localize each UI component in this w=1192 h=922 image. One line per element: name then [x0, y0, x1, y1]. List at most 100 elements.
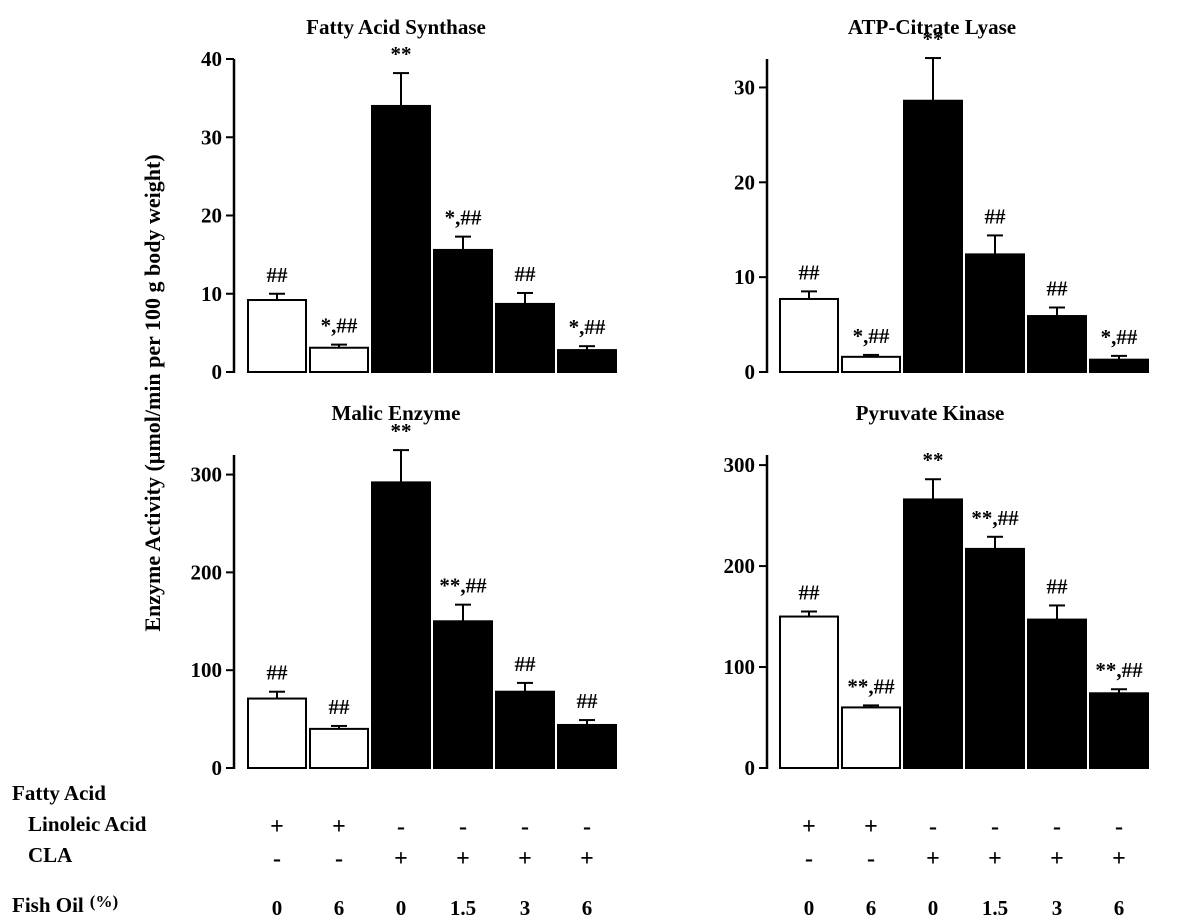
y-tick-label: 300: [724, 453, 756, 477]
bar: [841, 355, 901, 374]
cla-value: +: [1050, 846, 1064, 872]
bar: [247, 697, 307, 769]
bar: [557, 349, 617, 373]
significance-label: **: [391, 419, 412, 443]
bar: [433, 248, 493, 373]
chart-title: ATP-Citrate Lyase: [848, 15, 1016, 39]
linoleic-value: -: [1115, 814, 1123, 840]
bar: [779, 615, 839, 770]
treatment-table: Fatty Acid Linoleic Acid CLA Fish Oil (%)…: [12, 781, 1126, 920]
significance-label: *,##: [1101, 325, 1138, 349]
chart-panel-1: Fatty Acid Synthase 0 10 20 30 40 ## *,## ** *,##…: [201, 15, 617, 384]
linoleic-value: -: [1053, 814, 1061, 840]
significance-label: **,##: [847, 674, 895, 698]
chart-title: Pyruvate Kinase: [856, 401, 1005, 425]
cla-value: +: [988, 846, 1002, 872]
linoleic-row-label: Linoleic Acid: [28, 812, 147, 836]
fish-oil-value: 0: [928, 896, 939, 920]
cla-value: +: [926, 846, 940, 872]
y-tick-label: 200: [191, 560, 223, 584]
bar: [965, 253, 1025, 373]
fish-oil-value: 6: [866, 896, 877, 920]
y-tick-label: 300: [191, 463, 223, 487]
bar: [965, 547, 1025, 770]
significance-label: **: [391, 42, 412, 66]
fish-oil-value: 0: [272, 896, 283, 920]
chart-panel-4: Pyruvate Kinase 0 100 200 300 ## **,## ** **,## #…: [724, 401, 1149, 780]
y-tick-label: 30: [734, 75, 755, 99]
fish-oil-value: 3: [1052, 896, 1063, 920]
linoleic-value: -: [583, 814, 591, 840]
linoleic-value: +: [864, 814, 878, 840]
significance-label: ##: [515, 652, 537, 676]
fish-oil-value: 6: [334, 896, 345, 920]
fatty-acid-header: Fatty Acid: [12, 781, 106, 805]
y-tick-label: 0: [745, 360, 756, 384]
y-tick-label: 40: [201, 47, 222, 71]
y-tick-label: 20: [734, 170, 755, 194]
significance-label: ##: [799, 260, 821, 284]
linoleic-value: +: [332, 814, 346, 840]
linoleic-value: -: [929, 814, 937, 840]
fish-oil-value: 6: [1114, 896, 1125, 920]
bar: [1027, 315, 1087, 374]
bar: [1089, 358, 1149, 374]
chart-panel-3: Malic Enzyme 0 100 200 300 ## ## ** **,## ## ##: [191, 401, 617, 780]
bar: [309, 727, 369, 769]
significance-label: ##: [515, 262, 537, 286]
linoleic-value: -: [397, 814, 405, 840]
fish-oil-value: 1.5: [450, 896, 476, 920]
bar: [433, 620, 493, 769]
fish-oil-value: 6: [582, 896, 593, 920]
fish-oil-value: 3: [520, 896, 531, 920]
cla-value: -: [805, 846, 813, 872]
y-tick-label: 0: [212, 756, 223, 780]
significance-label: *,##: [321, 314, 358, 338]
cla-value: +: [518, 846, 532, 872]
cla-value: +: [394, 846, 408, 872]
bar: [903, 99, 963, 373]
y-tick-label: 200: [724, 554, 756, 578]
linoleic-value: +: [270, 814, 284, 840]
chart-panel-2: ATP-Citrate Lyase 0 10 20 30 ## *,## ** ## ## *,##: [734, 15, 1149, 384]
bar: [557, 723, 617, 770]
fish-oil-value: 0: [396, 896, 407, 920]
bar: [247, 299, 307, 374]
chart-title: Malic Enzyme: [332, 401, 461, 425]
significance-label: *,##: [445, 206, 482, 230]
cla-row-label: CLA: [28, 843, 73, 867]
fish-oil-row-label: Fish Oil (%): [12, 892, 118, 917]
significance-label: **: [923, 27, 944, 51]
significance-label: **: [923, 448, 944, 472]
significance-label: *,##: [569, 315, 606, 339]
significance-label: ##: [329, 695, 351, 719]
y-tick-label: 10: [734, 265, 755, 289]
cla-value: +: [1112, 846, 1126, 872]
significance-label: ##: [985, 204, 1007, 228]
y-tick-label: 10: [201, 282, 222, 306]
bar: [1089, 692, 1149, 769]
linoleic-value: -: [991, 814, 999, 840]
significance-label: ##: [1047, 277, 1069, 301]
significance-label: **,##: [971, 506, 1019, 530]
bar: [903, 498, 963, 769]
significance-label: ##: [799, 581, 821, 605]
y-tick-label: 0: [745, 756, 756, 780]
bar: [841, 706, 901, 770]
significance-label: ##: [267, 661, 289, 685]
table-values: + - 0 + - 6 - +0 - +1.5 - +3 - +6 + - 0 + - 6 - +0 - +1.5 - +3 - +6: [270, 814, 1126, 920]
bar: [309, 346, 369, 373]
y-tick-label: 100: [724, 655, 756, 679]
y-tick-label: 100: [191, 658, 223, 682]
chart-title: Fatty Acid Synthase: [306, 15, 486, 39]
y-tick-label: 0: [212, 360, 223, 384]
linoleic-value: -: [459, 814, 467, 840]
fish-oil-value: 1.5: [982, 896, 1008, 920]
linoleic-value: +: [802, 814, 816, 840]
significance-label: ##: [1047, 574, 1069, 598]
bar: [779, 297, 839, 374]
bar: [495, 690, 555, 769]
significance-label: *,##: [853, 324, 890, 348]
bar: [371, 104, 431, 373]
